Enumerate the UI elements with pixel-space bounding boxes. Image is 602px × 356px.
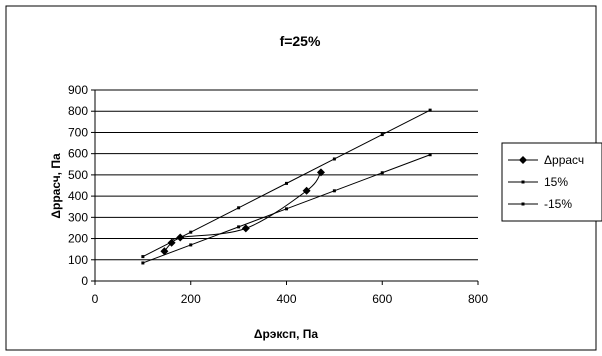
legend-item-2: -15% xyxy=(508,197,572,211)
data-point-0-4 xyxy=(302,186,311,195)
data-point-1-1 xyxy=(189,230,193,234)
legend-label-0: Δррасч xyxy=(544,153,584,167)
y-tick-label-0: 0 xyxy=(81,274,88,288)
data-point-1-3 xyxy=(285,181,288,185)
x-tick-label-200: 200 xyxy=(181,292,201,306)
data-point-2-6 xyxy=(428,153,432,157)
data-point-1-6 xyxy=(428,108,432,112)
series-2 xyxy=(141,153,432,265)
legend-marker-0 xyxy=(519,156,527,164)
axes: 0 100 200 300 400 500 600 700 800 900 0 200 400 600 80… xyxy=(68,83,488,306)
grid xyxy=(95,89,478,261)
y-tick-label-600: 600 xyxy=(68,147,88,161)
legend-label-1: 15% xyxy=(544,175,568,189)
data-point-0-0 xyxy=(160,247,169,256)
legend: Δррасч 15% -15% xyxy=(508,153,584,211)
y-tick-label-500: 500 xyxy=(68,168,88,182)
data-point-2-4 xyxy=(332,189,336,193)
x-tick-label-0: 0 xyxy=(92,292,99,306)
chart-title: f=25% xyxy=(280,33,321,49)
data-point-2-2 xyxy=(237,225,241,229)
data-point-2-1 xyxy=(189,243,193,247)
y-tick-label-200: 200 xyxy=(68,232,88,246)
data-point-0-5 xyxy=(316,168,325,177)
legend-item-0: Δррасч xyxy=(508,153,584,167)
y-tick-label-400: 400 xyxy=(68,189,88,203)
series-1 xyxy=(141,108,432,259)
data-point-0-3 xyxy=(241,224,250,233)
x-axis-title: Δрэксп, Па xyxy=(254,327,318,341)
y-tick-label-700: 700 xyxy=(68,125,88,139)
y-axis-title: Δррасч, Па xyxy=(49,153,63,219)
legend-item-1: 15% xyxy=(508,175,568,189)
data-point-1-0 xyxy=(141,255,145,259)
data-point-1-2 xyxy=(237,206,241,210)
data-point-2-0 xyxy=(141,261,145,265)
chart-area-border xyxy=(5,5,597,351)
legend-marker-1 xyxy=(521,180,525,184)
data-point-1-5 xyxy=(380,133,384,137)
x-tick-label-600: 600 xyxy=(372,292,392,306)
plot-series xyxy=(141,108,432,265)
x-tick-label-400: 400 xyxy=(276,292,296,306)
data-point-1-4 xyxy=(332,157,336,161)
data-point-2-5 xyxy=(380,171,384,175)
y-tick-label-300: 300 xyxy=(68,210,88,224)
y-tick-label-800: 800 xyxy=(68,104,88,118)
legend-marker-2 xyxy=(521,202,525,206)
data-point-2-3 xyxy=(285,207,288,211)
y-tick-label-100: 100 xyxy=(68,253,88,267)
legend-label-2: -15% xyxy=(544,197,572,211)
y-tick-label-900: 900 xyxy=(68,83,88,97)
x-tick-label-800: 800 xyxy=(468,292,488,306)
